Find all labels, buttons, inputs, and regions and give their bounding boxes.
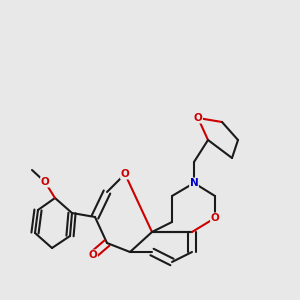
Text: N: N <box>190 178 198 188</box>
Text: O: O <box>194 113 202 123</box>
Text: O: O <box>211 213 219 223</box>
Text: O: O <box>88 250 98 260</box>
Text: O: O <box>40 177 50 187</box>
Text: O: O <box>121 169 129 179</box>
